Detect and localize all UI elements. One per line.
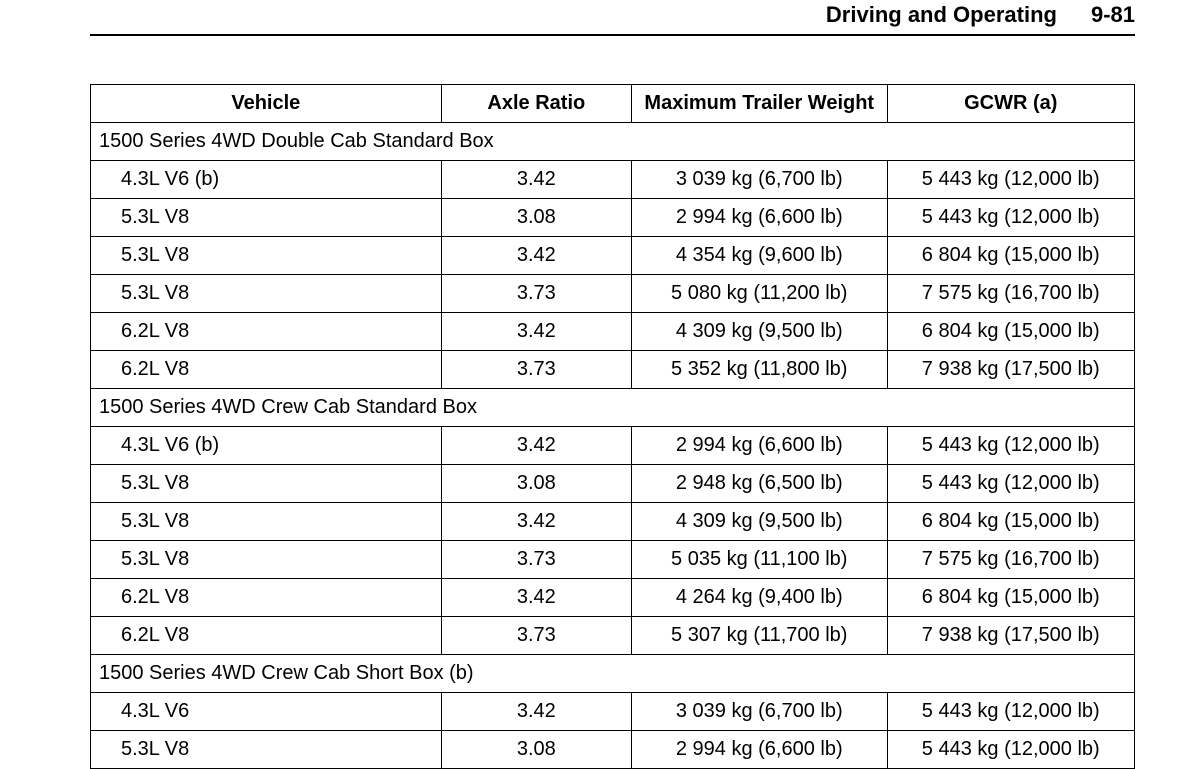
cell-gcwr: 5 443 kg (12,000 lb) <box>887 161 1135 199</box>
cell-gcwr: 6 804 kg (15,000 lb) <box>887 313 1135 351</box>
table-header-row: Vehicle Axle Ratio Maximum Trailer Weigh… <box>91 85 1135 123</box>
table-row: 4.3L V6 (b)3.423 039 kg (6,700 lb)5 443 … <box>91 161 1135 199</box>
col-header-vehicle: Vehicle <box>91 85 442 123</box>
cell-gcwr: 7 575 kg (16,700 lb) <box>887 275 1135 313</box>
table-section-row: 1500 Series 4WD Double Cab Standard Box <box>91 123 1135 161</box>
cell-gcwr: 5 443 kg (12,000 lb) <box>887 465 1135 503</box>
cell-axle: 3.42 <box>441 313 631 351</box>
cell-trailer: 5 352 kg (11,800 lb) <box>632 351 887 389</box>
cell-axle: 3.42 <box>441 579 631 617</box>
cell-trailer: 2 994 kg (6,600 lb) <box>632 199 887 237</box>
cell-engine: 5.3L V8 <box>91 541 442 579</box>
cell-gcwr: 6 804 kg (15,000 lb) <box>887 237 1135 275</box>
page: Driving and Operating 9-81 Vehicle Axle … <box>0 0 1200 675</box>
cell-engine: 4.3L V6 (b) <box>91 427 442 465</box>
cell-engine: 5.3L V8 <box>91 503 442 541</box>
section-label: 1500 Series 4WD Crew Cab Short Box (b) <box>91 655 1135 693</box>
cell-engine: 5.3L V8 <box>91 199 442 237</box>
cell-engine: 5.3L V8 <box>91 731 442 769</box>
cell-axle: 3.08 <box>441 731 631 769</box>
cell-engine: 4.3L V6 <box>91 693 442 731</box>
cell-engine: 6.2L V8 <box>91 617 442 655</box>
cell-axle: 3.42 <box>441 161 631 199</box>
cell-engine: 6.2L V8 <box>91 351 442 389</box>
table-row: 5.3L V83.424 309 kg (9,500 lb)6 804 kg (… <box>91 503 1135 541</box>
cell-engine: 4.3L V6 (b) <box>91 161 442 199</box>
cell-trailer: 5 080 kg (11,200 lb) <box>632 275 887 313</box>
page-number: 9-81 <box>1091 2 1135 28</box>
cell-trailer: 4 309 kg (9,500 lb) <box>632 503 887 541</box>
table-header: Vehicle Axle Ratio Maximum Trailer Weigh… <box>91 85 1135 123</box>
table-row: 5.3L V83.424 354 kg (9,600 lb)6 804 kg (… <box>91 237 1135 275</box>
cell-trailer: 2 994 kg (6,600 lb) <box>632 731 887 769</box>
col-header-axle: Axle Ratio <box>441 85 631 123</box>
table-section-row: 1500 Series 4WD Crew Cab Short Box (b) <box>91 655 1135 693</box>
cell-trailer: 5 035 kg (11,100 lb) <box>632 541 887 579</box>
cell-axle: 3.73 <box>441 541 631 579</box>
cell-gcwr: 6 804 kg (15,000 lb) <box>887 579 1135 617</box>
page-header: Driving and Operating 9-81 <box>90 0 1135 36</box>
cell-trailer: 5 307 kg (11,700 lb) <box>632 617 887 655</box>
cell-trailer: 2 948 kg (6,500 lb) <box>632 465 887 503</box>
table-row: 6.2L V83.735 352 kg (11,800 lb)7 938 kg … <box>91 351 1135 389</box>
table-row: 5.3L V83.082 994 kg (6,600 lb)5 443 kg (… <box>91 199 1135 237</box>
table-section-row: 1500 Series 4WD Crew Cab Standard Box <box>91 389 1135 427</box>
cell-engine: 6.2L V8 <box>91 579 442 617</box>
cell-engine: 6.2L V8 <box>91 313 442 351</box>
cell-gcwr: 5 443 kg (12,000 lb) <box>887 693 1135 731</box>
cell-trailer: 4 264 kg (9,400 lb) <box>632 579 887 617</box>
cell-axle: 3.42 <box>441 427 631 465</box>
table-row: 6.2L V83.424 309 kg (9,500 lb)6 804 kg (… <box>91 313 1135 351</box>
cell-gcwr: 5 443 kg (12,000 lb) <box>887 199 1135 237</box>
cell-trailer: 2 994 kg (6,600 lb) <box>632 427 887 465</box>
table-row: 5.3L V83.082 994 kg (6,600 lb)5 443 kg (… <box>91 731 1135 769</box>
section-label: 1500 Series 4WD Double Cab Standard Box <box>91 123 1135 161</box>
cell-axle: 3.08 <box>441 465 631 503</box>
cell-gcwr: 6 804 kg (15,000 lb) <box>887 503 1135 541</box>
cell-engine: 5.3L V8 <box>91 465 442 503</box>
table-row: 4.3L V6 (b)3.422 994 kg (6,600 lb)5 443 … <box>91 427 1135 465</box>
cell-gcwr: 5 443 kg (12,000 lb) <box>887 427 1135 465</box>
table-row: 5.3L V83.735 035 kg (11,100 lb)7 575 kg … <box>91 541 1135 579</box>
cell-axle: 3.73 <box>441 275 631 313</box>
table-row: 4.3L V63.423 039 kg (6,700 lb)5 443 kg (… <box>91 693 1135 731</box>
col-header-trailer: Maximum Trailer Weight <box>632 85 887 123</box>
cell-trailer: 4 309 kg (9,500 lb) <box>632 313 887 351</box>
cell-gcwr: 5 443 kg (12,000 lb) <box>887 731 1135 769</box>
table-row: 6.2L V83.424 264 kg (9,400 lb)6 804 kg (… <box>91 579 1135 617</box>
towing-table: Vehicle Axle Ratio Maximum Trailer Weigh… <box>90 84 1135 769</box>
cell-gcwr: 7 938 kg (17,500 lb) <box>887 617 1135 655</box>
cell-gcwr: 7 575 kg (16,700 lb) <box>887 541 1135 579</box>
table-row: 5.3L V83.735 080 kg (11,200 lb)7 575 kg … <box>91 275 1135 313</box>
section-label: 1500 Series 4WD Crew Cab Standard Box <box>91 389 1135 427</box>
table-body: 1500 Series 4WD Double Cab Standard Box4… <box>91 123 1135 769</box>
cell-axle: 3.73 <box>441 617 631 655</box>
cell-gcwr: 7 938 kg (17,500 lb) <box>887 351 1135 389</box>
section-title: Driving and Operating <box>826 2 1057 28</box>
cell-axle: 3.42 <box>441 237 631 275</box>
table-row: 6.2L V83.735 307 kg (11,700 lb)7 938 kg … <box>91 617 1135 655</box>
table-row: 5.3L V83.082 948 kg (6,500 lb)5 443 kg (… <box>91 465 1135 503</box>
cell-engine: 5.3L V8 <box>91 275 442 313</box>
cell-trailer: 3 039 kg (6,700 lb) <box>632 161 887 199</box>
cell-trailer: 3 039 kg (6,700 lb) <box>632 693 887 731</box>
cell-axle: 3.73 <box>441 351 631 389</box>
cell-engine: 5.3L V8 <box>91 237 442 275</box>
cell-axle: 3.08 <box>441 199 631 237</box>
cell-axle: 3.42 <box>441 503 631 541</box>
cell-axle: 3.42 <box>441 693 631 731</box>
cell-trailer: 4 354 kg (9,600 lb) <box>632 237 887 275</box>
col-header-gcwr: GCWR (a) <box>887 85 1135 123</box>
